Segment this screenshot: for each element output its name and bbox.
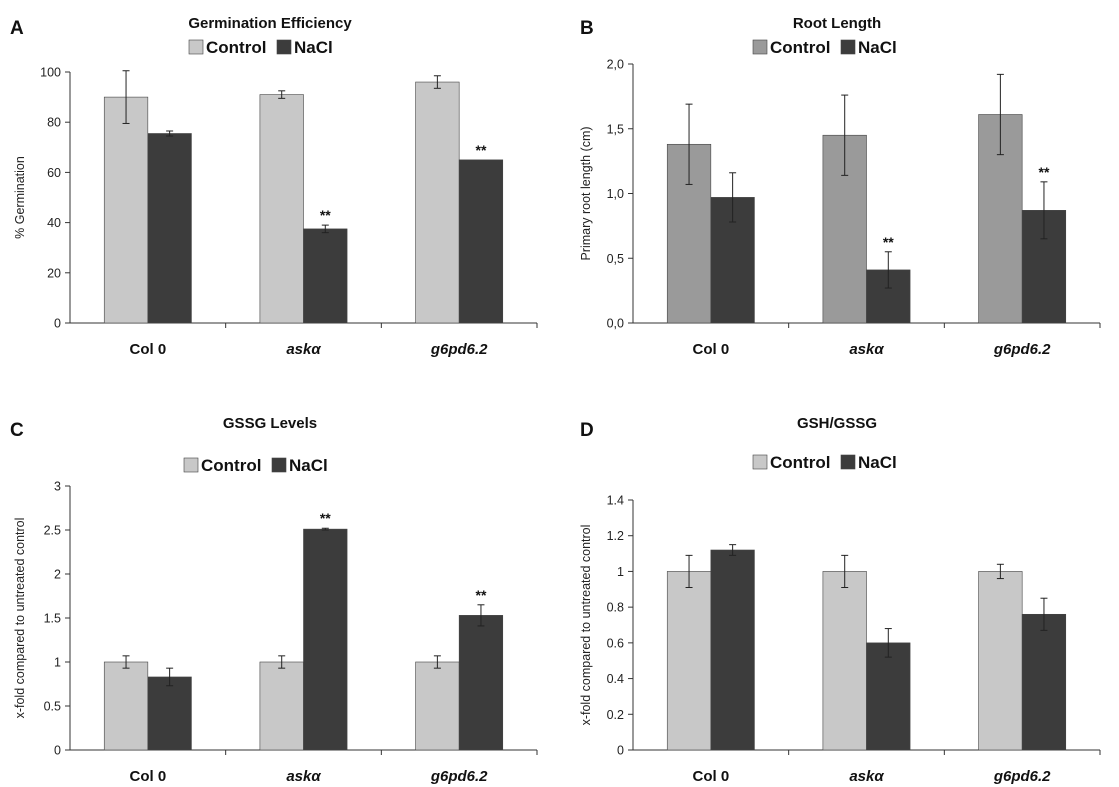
bar-control-1 xyxy=(259,94,304,324)
chart-panel-a: A Germination Efficiency 0 20 40 60 80 100 % Ger… xyxy=(10,15,538,358)
legend: Control NaCl xyxy=(752,453,897,472)
legend-swatch-nacl xyxy=(271,457,287,473)
bar-nacl-0 xyxy=(147,133,192,324)
y-tick-label: 1,5 xyxy=(607,122,624,136)
x-category-label: askα xyxy=(849,341,884,358)
x-category-label: Col 0 xyxy=(692,768,729,785)
chart-title: GSH/GSSG xyxy=(797,415,877,432)
y-tick-label: 0 xyxy=(54,744,61,758)
chart-title: Germination Efficiency xyxy=(188,15,352,32)
bar-nacl-1 xyxy=(866,642,911,751)
x-category-label: g6pd6.2 xyxy=(430,768,488,785)
legend-label-nacl: NaCl xyxy=(858,453,897,472)
y-tick-label: 1.4 xyxy=(607,494,624,508)
x-category-label: askα xyxy=(849,768,884,785)
legend: Control NaCl xyxy=(752,38,897,57)
legend-label-control: Control xyxy=(201,456,261,475)
y-tick-label: 40 xyxy=(47,216,61,230)
y-tick-label: 60 xyxy=(47,166,61,180)
bar-control-1 xyxy=(259,661,304,751)
legend: Control NaCl xyxy=(183,456,328,475)
y-tick-label: 1 xyxy=(617,565,624,579)
x-category-label: Col 0 xyxy=(129,768,166,785)
bar-nacl-2 xyxy=(458,615,504,751)
y-tick-label: 0 xyxy=(617,744,624,758)
x-category-label: g6pd6.2 xyxy=(430,341,488,358)
legend-swatch-nacl xyxy=(276,39,292,55)
y-tick-label: 1,0 xyxy=(607,187,624,201)
bar-control-0 xyxy=(103,661,149,751)
y-tick-label: 0.2 xyxy=(607,708,624,722)
y-tick-label: 20 xyxy=(47,266,61,280)
legend-swatch-nacl xyxy=(840,39,856,55)
legend-swatch-control xyxy=(188,39,204,55)
legend-label-control: Control xyxy=(770,453,830,472)
bar-control-1 xyxy=(822,571,867,751)
x-category-label: Col 0 xyxy=(692,341,729,358)
panel-letter: C xyxy=(10,420,24,441)
significance-mark: ** xyxy=(883,234,894,250)
chart-panel-c: C GSSG Levels 0 0.5 1 1.5 2 2.5 3 x-fold compared… xyxy=(10,415,538,785)
y-tick-label: 0,0 xyxy=(607,317,624,331)
bar-nacl-1 xyxy=(303,228,348,324)
y-axis-label: x-fold compared to untreated control xyxy=(579,525,593,726)
y-tick-label: 0.5 xyxy=(44,700,61,714)
legend-label-nacl: NaCl xyxy=(289,456,328,475)
legend-swatch-control xyxy=(183,457,199,473)
bar-nacl-2 xyxy=(458,159,504,324)
y-tick-label: 0 xyxy=(54,317,61,331)
bar-control-2 xyxy=(415,81,460,324)
y-tick-label: 0.4 xyxy=(607,672,624,686)
significance-mark: ** xyxy=(476,142,487,158)
y-tick-label: 1.2 xyxy=(607,529,624,543)
y-tick-label: 100 xyxy=(40,66,61,80)
significance-mark: ** xyxy=(1039,164,1050,180)
bar-nacl-2 xyxy=(1021,613,1067,751)
panel-letter: B xyxy=(580,18,594,39)
legend-swatch-control xyxy=(752,39,768,55)
y-tick-label: 0.6 xyxy=(607,636,624,650)
bar-control-2 xyxy=(415,661,460,751)
bar-nacl-0 xyxy=(147,676,192,751)
legend-label-control: Control xyxy=(206,38,266,57)
legend-swatch-control xyxy=(752,454,768,470)
bar-control-2 xyxy=(978,571,1023,751)
y-tick-label: 2.5 xyxy=(44,524,61,538)
y-axis-label: x-fold compared to untreated control xyxy=(13,518,27,719)
y-tick-label: 1 xyxy=(54,656,61,670)
x-category-label: askα xyxy=(286,768,321,785)
legend: Control NaCl xyxy=(188,38,333,57)
legend-label-nacl: NaCl xyxy=(858,38,897,57)
significance-mark: ** xyxy=(320,207,331,223)
y-tick-label: 3 xyxy=(54,480,61,494)
significance-mark: ** xyxy=(476,587,487,603)
legend-swatch-nacl xyxy=(840,454,856,470)
significance-mark: ** xyxy=(320,510,331,526)
bar-control-0 xyxy=(103,96,149,324)
chart-panel-d: D GSH/GSSG 0 0.2 0.4 0.6 0.8 1 1.2 1.4 x-fold comp… xyxy=(579,415,1101,785)
legend-label-control: Control xyxy=(770,38,830,57)
y-tick-label: 1.5 xyxy=(44,612,61,626)
x-category-label: askα xyxy=(286,341,321,358)
y-axis-label: Primary root length (cm) xyxy=(579,126,593,260)
chart-panel-b: B Root Length 0,0 0,5 1,0 1,5 2,0 Primary root … xyxy=(579,15,1101,358)
x-category-label: g6pd6.2 xyxy=(993,768,1051,785)
y-tick-label: 2 xyxy=(54,568,61,582)
x-category-label: g6pd6.2 xyxy=(993,341,1051,358)
bar-nacl-0 xyxy=(710,549,755,751)
y-tick-label: 0.8 xyxy=(607,601,624,615)
panel-letter: D xyxy=(580,420,594,441)
legend-label-nacl: NaCl xyxy=(294,38,333,57)
y-tick-label: 0,5 xyxy=(607,252,624,266)
bar-nacl-1 xyxy=(303,528,348,751)
chart-title: Root Length xyxy=(793,15,881,32)
y-tick-label: 2,0 xyxy=(607,58,624,72)
x-category-label: Col 0 xyxy=(129,341,166,358)
bar-control-0 xyxy=(666,571,712,751)
y-axis-label: % Germination xyxy=(13,156,27,239)
panel-letter: A xyxy=(10,18,24,39)
y-tick-label: 80 xyxy=(47,116,61,130)
chart-title: GSSG Levels xyxy=(223,415,317,432)
